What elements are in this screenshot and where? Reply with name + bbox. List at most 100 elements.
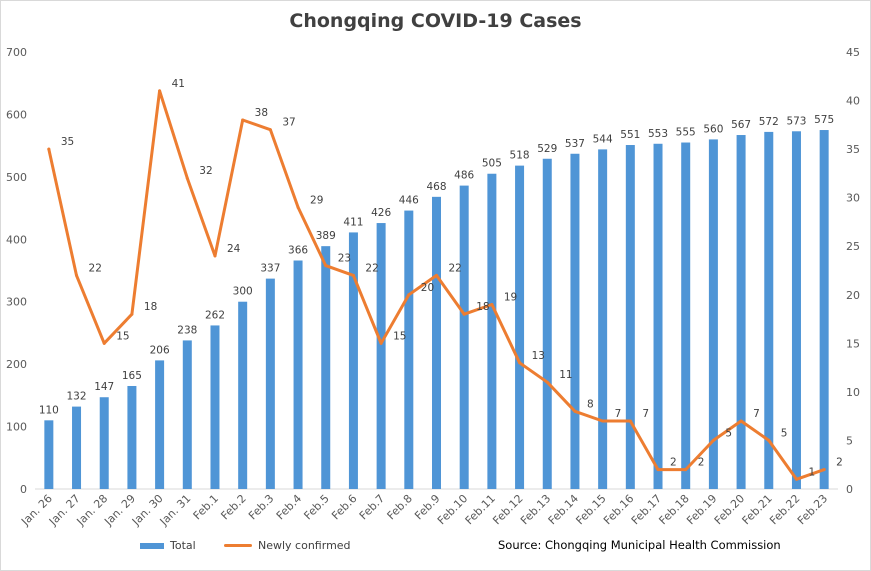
x-tick-label-24: Feb.19	[684, 492, 719, 527]
y-right-tick-label-6: 30	[846, 192, 860, 205]
y-left-tick-label-6: 600	[6, 108, 27, 121]
legend-swatch-newly-confirmed	[224, 544, 252, 547]
bar-value-label-13: 446	[399, 195, 419, 207]
x-tick-label-0: Jan. 26	[18, 492, 55, 529]
x-tick-label-23: Feb.18	[656, 492, 691, 527]
line-value-label-9: 29	[310, 194, 323, 206]
y-left-tick-label-7: 700	[6, 46, 27, 59]
x-tick-label-17: Feb.12	[490, 492, 525, 527]
bar-total-27	[791, 131, 801, 489]
line-point-8	[268, 128, 272, 132]
bar-total-14	[432, 196, 441, 489]
bar-value-label-12: 426	[371, 207, 391, 219]
x-tick-label-28: Feb.23	[795, 492, 830, 527]
line-point-19	[573, 409, 577, 413]
line-value-label-26: 5	[781, 427, 788, 439]
bar-value-label-20: 544	[593, 133, 613, 145]
x-tick-label-26: Feb.21	[740, 492, 775, 527]
x-tick-label-12: Feb.7	[357, 492, 387, 522]
bar-value-label-16: 505	[482, 158, 502, 170]
bar-value-label-25: 567	[731, 119, 751, 131]
line-value-label-14: 22	[449, 262, 462, 274]
bar-value-label-4: 206	[150, 344, 170, 356]
line-value-label-25: 7	[753, 408, 760, 420]
x-tick-label-21: Feb.16	[601, 492, 636, 527]
chart-title: Chongqing COVID-19 Cases	[289, 10, 582, 32]
line-point-25	[739, 419, 743, 423]
x-tick-label-1: Jan. 27	[46, 492, 83, 529]
bar-total-13	[404, 210, 414, 489]
line-value-label-4: 41	[172, 78, 185, 90]
line-value-label-13: 20	[421, 282, 434, 294]
y-left-tick-label-1: 100	[6, 421, 27, 434]
line-point-22	[656, 468, 660, 472]
line-point-18	[545, 380, 549, 384]
line-point-6	[213, 254, 217, 258]
x-tick-label-3: Jan. 29	[101, 492, 138, 529]
line-point-13	[407, 293, 411, 297]
bar-total-23	[681, 142, 691, 489]
bar-value-label-22: 553	[648, 128, 668, 140]
y-right-tick-label-9: 45	[846, 46, 860, 59]
line-point-3	[130, 312, 134, 316]
bar-value-label-11: 411	[343, 216, 363, 228]
bar-total-5	[182, 340, 192, 489]
y-right-tick-label-0: 0	[846, 483, 853, 496]
line-point-4	[158, 89, 162, 93]
bar-total-26	[764, 131, 774, 489]
line-value-label-18: 11	[559, 369, 572, 381]
bar-total-19	[570, 153, 580, 489]
bar-total-24	[708, 139, 718, 489]
y-right-tick-label-8: 40	[846, 95, 860, 108]
bar-value-label-17: 518	[510, 150, 530, 162]
line-point-16	[490, 302, 494, 306]
bar-total-18	[542, 158, 552, 489]
line-value-label-0: 35	[61, 136, 74, 148]
line-value-label-17: 13	[532, 350, 545, 362]
x-tick-label-10: Feb.5	[301, 492, 331, 522]
bar-total-17	[515, 165, 525, 489]
line-value-label-5: 32	[199, 165, 212, 177]
bar-value-label-6: 262	[205, 309, 225, 321]
line-point-20	[601, 419, 605, 423]
line-point-12	[379, 341, 383, 345]
bar-total-9	[293, 260, 303, 489]
bar-value-label-14: 468	[426, 181, 446, 193]
legend-item-newly-confirmed: Newly confirmed	[224, 539, 351, 552]
x-tick-label-7: Feb.2	[218, 492, 248, 522]
x-tick-label-13: Feb.8	[385, 492, 415, 522]
line-point-5	[185, 176, 189, 180]
line-value-label-23: 2	[698, 457, 705, 469]
bar-total-3	[127, 385, 137, 489]
line-value-label-12: 15	[393, 330, 406, 342]
bar-total-12	[376, 223, 386, 489]
bar-value-label-8: 337	[260, 263, 280, 275]
bar-value-label-21: 551	[620, 129, 640, 141]
source-note: Source: Chongqing Municipal Health Commi…	[498, 538, 781, 552]
bar-total-22	[653, 143, 663, 489]
line-point-26	[767, 438, 771, 442]
line-value-label-15: 18	[476, 301, 489, 313]
line-point-7	[241, 118, 245, 122]
x-tick-label-9: Feb.4	[274, 492, 304, 522]
line-point-23	[684, 468, 688, 472]
bar-total-2	[99, 397, 109, 489]
x-tick-label-27: Feb.22	[767, 492, 802, 527]
line-value-label-28: 2	[836, 457, 843, 469]
bar-value-label-7: 300	[233, 286, 253, 298]
y-left-tick-label-3: 300	[6, 296, 27, 309]
bar-value-label-27: 573	[786, 115, 806, 127]
line-value-label-8: 37	[282, 117, 295, 129]
x-tick-label-11: Feb.6	[329, 492, 359, 522]
legend-swatch-total	[140, 542, 164, 549]
x-tick-label-8: Feb.3	[246, 492, 276, 522]
bar-total-10	[321, 246, 331, 489]
line-value-label-16: 19	[504, 291, 517, 303]
bar-total-11	[348, 232, 358, 489]
line-point-2	[102, 341, 106, 345]
bar-value-label-1: 132	[67, 391, 87, 403]
legend-label-newly-confirmed: Newly confirmed	[258, 539, 351, 552]
line-value-label-2: 15	[116, 330, 129, 342]
line-value-label-10: 23	[338, 253, 351, 265]
